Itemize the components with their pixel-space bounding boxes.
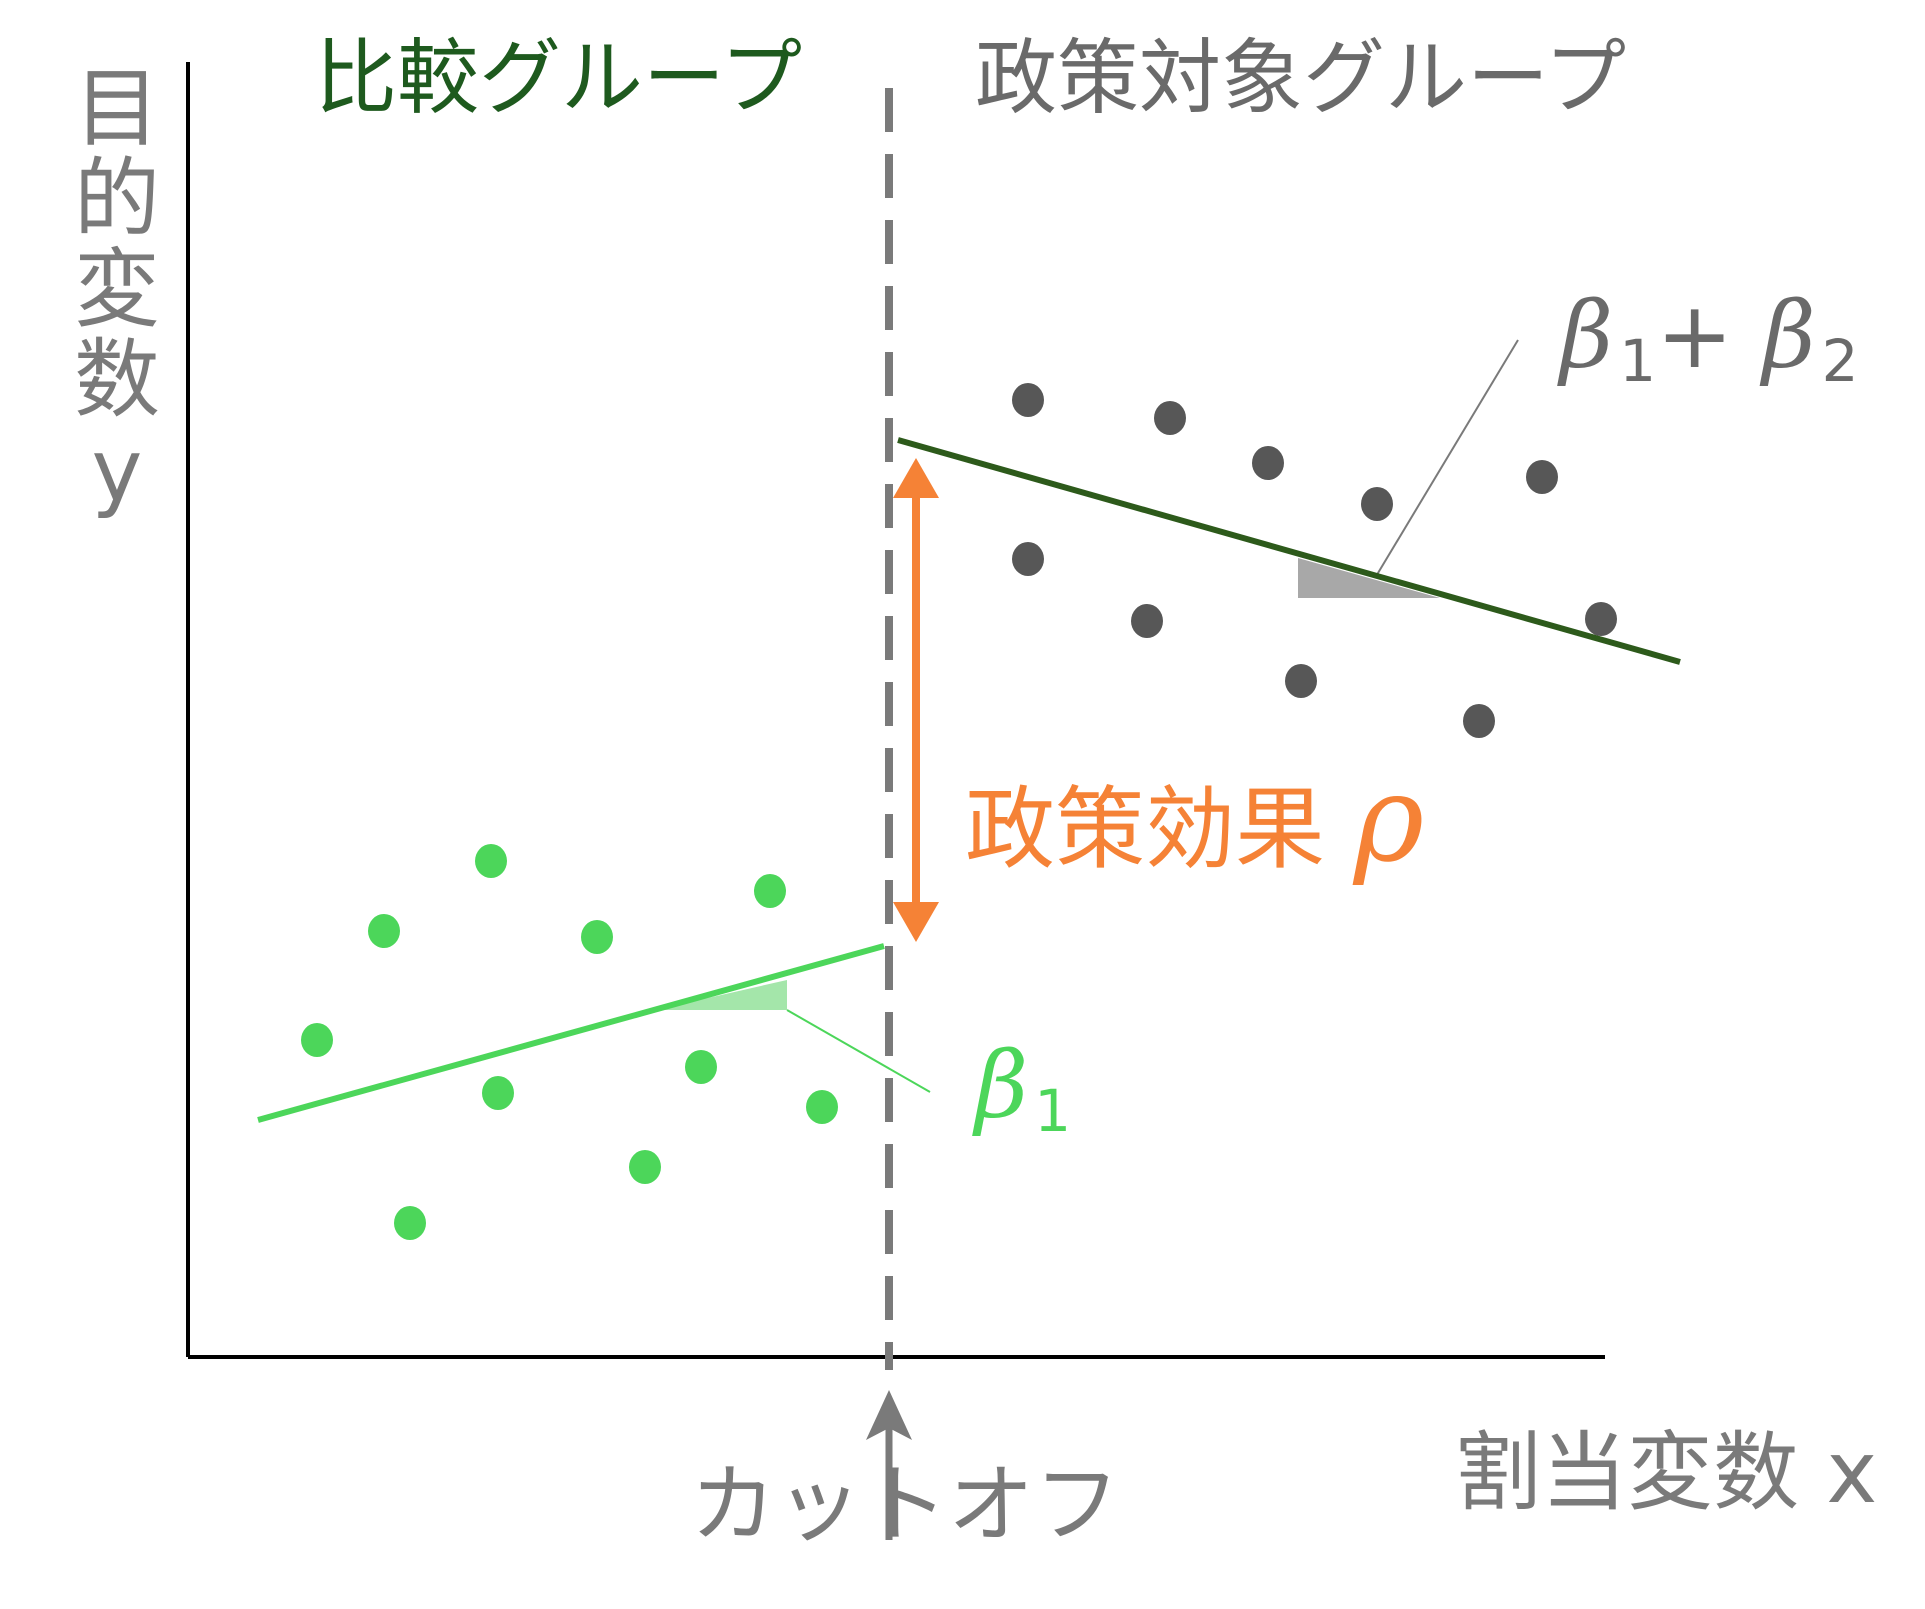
beta2-subscript: 2 [1821,327,1859,395]
comparison-point [581,920,613,954]
beta2-symbol: β [1762,282,1816,389]
cutoff-label: カットオフ [690,1455,1120,1555]
effect-arrowhead-top [893,458,939,498]
beta1-symbol: β [975,1032,1029,1139]
treatment-point [1526,460,1558,494]
comparison-regression-line [257,943,885,1123]
treatment-point [1012,383,1044,417]
y-variable: y [91,421,143,521]
beta1-subscript: 1 [1034,1077,1072,1145]
comparison-point [806,1090,838,1124]
treatment-group-title: 政策対象グループ [975,31,1627,126]
comparison-point [475,844,507,878]
treatment-point [1285,664,1317,698]
treatment-point [1585,602,1617,636]
treatment-slope-triangle [1298,558,1440,598]
policy-effect-text: 政策効果 [965,777,1325,882]
treatment-point [1463,704,1495,738]
comparison-point [394,1206,426,1240]
comparison-slope-leader [786,1009,931,1093]
rho-symbol: ρ [1353,750,1425,889]
comparison-point [754,874,786,908]
comparison-point [368,914,400,948]
effect-arrowhead-bottom [893,902,939,942]
treatment-slope-leader [1374,339,1519,579]
x-axis-label: 割当変数 x [1455,1423,1878,1523]
comparison-point [685,1050,717,1084]
cutoff-pointer-arrowhead [866,1390,912,1440]
comparison-point [482,1076,514,1110]
comparison-group-title: 比較グループ [315,31,803,126]
treatment-point [1252,446,1284,480]
comparison-points [301,844,838,1240]
treatment-regression-line [897,437,1681,665]
treatment-points [1012,383,1617,738]
comparison-point [629,1150,661,1184]
treatment-point [1154,401,1186,435]
policy-effect-label: 政策効果 ρ [965,760,1424,880]
y-axis-label: 目的変数 [74,59,160,430]
beta1-symbol: β [1560,282,1614,389]
treatment-point [1361,487,1393,521]
treatment-point [1012,542,1044,576]
comparison-point [301,1023,333,1057]
treatment-point [1131,604,1163,638]
beta1-subscript: 1 [1619,327,1657,395]
plus-sign: + [1656,282,1734,389]
